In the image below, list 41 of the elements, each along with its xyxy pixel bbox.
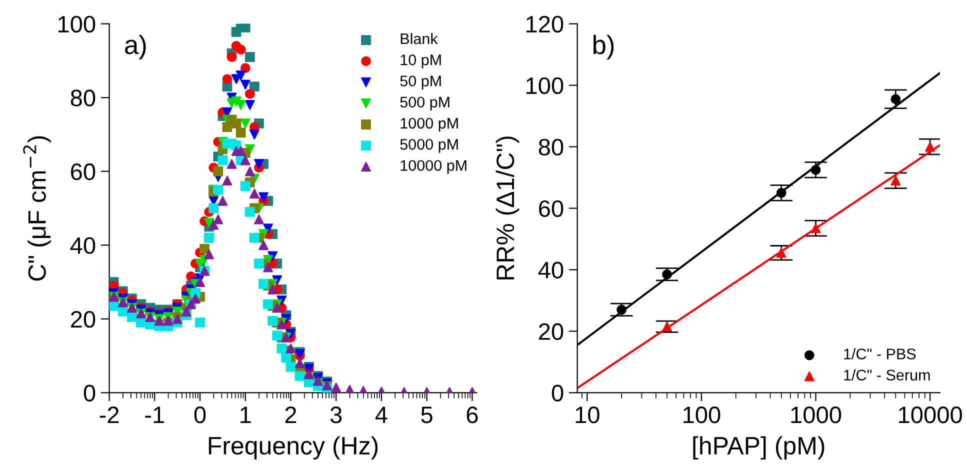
x-tick-label: 6 (466, 406, 478, 424)
y-tick-label: 60 (539, 200, 564, 218)
legend-label: 10 pM (400, 54, 441, 68)
legend-label: 500 pM (400, 96, 450, 111)
x-tick-label: 10000 (899, 406, 962, 424)
y-tick-label: 20 (539, 323, 564, 340)
x-tick-label: 4 (375, 406, 388, 424)
y-tick-label: 100 (526, 77, 564, 94)
y-tick-label: 0 (84, 384, 96, 402)
y-axis-title: RR% (Δ1/C") (496, 136, 520, 280)
y-axis-title: C" (μF cm$^{−2}$) (23, 136, 51, 281)
legend-label: 5000 pM (400, 138, 458, 153)
y-tick-label: 0 (552, 384, 564, 402)
legend-label: 10000 pM (400, 160, 466, 174)
legend-label: 1/C" - Serum (844, 369, 930, 381)
legend-label: 1000 pM (400, 118, 458, 132)
y-tick-label: 40 (70, 237, 96, 254)
y-tick-label: 100 (58, 16, 96, 33)
x-tick-label: -2 (100, 406, 119, 424)
y-tick-label: 80 (70, 90, 96, 106)
x-tick-label: 100 (684, 406, 720, 424)
x-tick-label: 10 (576, 406, 600, 424)
x-tick-label: 0 (194, 406, 206, 424)
x-tick-label: 1 (240, 406, 251, 424)
x-tick-label: 5 (421, 406, 432, 424)
annotation: a) (125, 34, 146, 60)
legend-label: Blank (400, 32, 438, 44)
legend-label: 1/C" - PBS (844, 348, 916, 360)
y-tick-label: 80 (538, 138, 564, 156)
x-axis-title: [hPAP] (pM) (693, 436, 824, 460)
x-tick-label: 2 (285, 406, 296, 424)
y-tick-label: 40 (538, 262, 564, 279)
y-tick-label: 20 (71, 310, 96, 328)
annotation: b) (594, 34, 614, 60)
legend-label: 50 pM (400, 76, 441, 90)
x-tick-label: -1 (145, 406, 164, 424)
x-tick-label: 1000 (791, 406, 842, 424)
y-tick-label: 120 (526, 16, 564, 33)
y-tick-label: 60 (71, 163, 96, 180)
x-tick-label: 3 (330, 406, 342, 424)
x-axis-title: Frequency (Hz) (208, 436, 378, 460)
